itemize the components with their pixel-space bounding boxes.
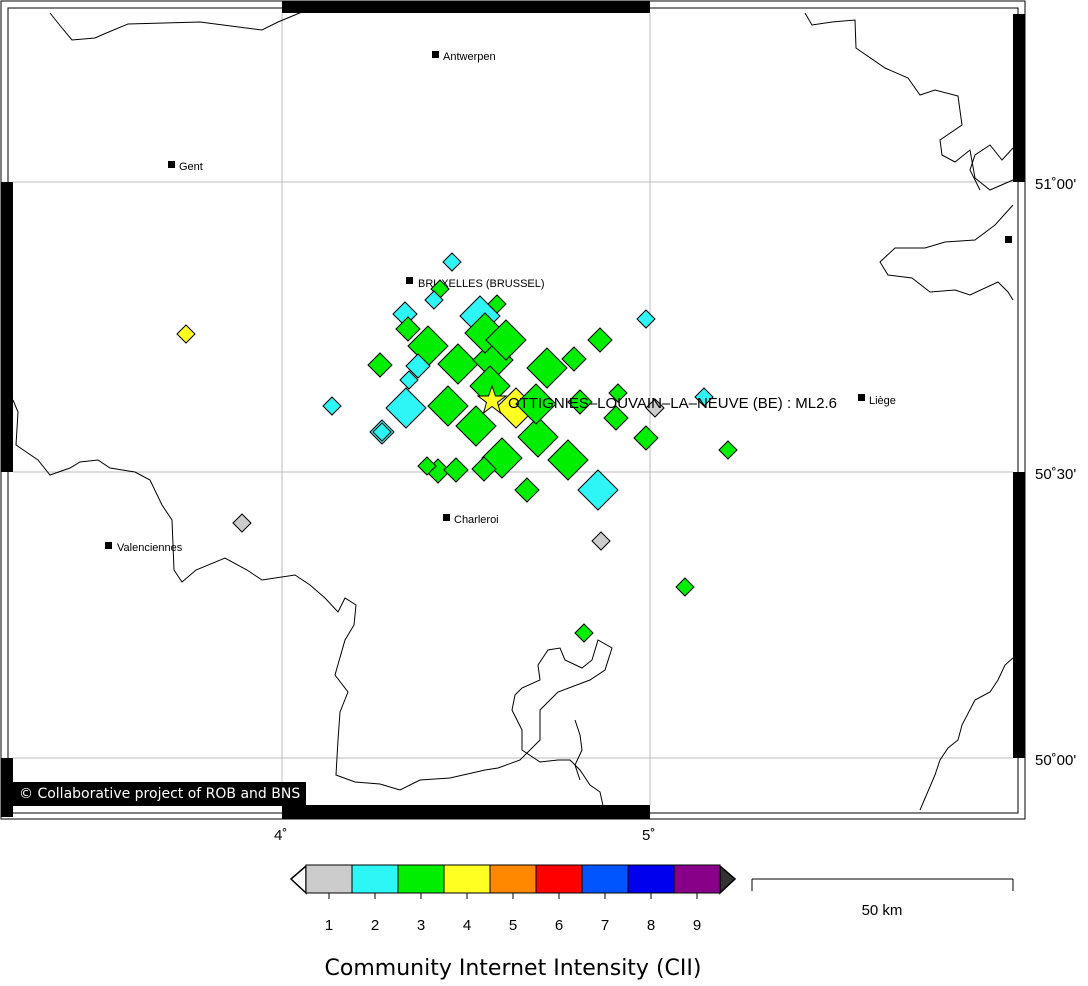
intensity-report-marker [417, 456, 437, 476]
city-marker-offmap [1005, 236, 1012, 243]
city-markers: Antwerpen Gent BRUXELLES (BRUSSEL) Charl… [105, 51, 1012, 554]
intensity-report-marker [372, 422, 392, 442]
legend-label-1: 1 [325, 917, 333, 934]
scale-bar: 50 km [751, 878, 1014, 919]
legend-label-2: 2 [371, 917, 379, 934]
intensity-report-marker [603, 405, 629, 431]
city-label-liege: Liège [869, 395, 896, 407]
city-label-bruxelles: BRUXELLES (BRUSSEL) [418, 278, 545, 290]
intensity-report-marker [526, 347, 568, 389]
intensity-report-marker [471, 456, 497, 482]
epicenter-star-icon [476, 384, 508, 415]
intensity-report-marker [367, 352, 393, 378]
legend-swatch-6 [535, 864, 583, 894]
epicenter: OTTIGNIES–LOUVAIN–LA–NEUVE (BE) : ML2.6 [476, 384, 837, 415]
intensity-report-marker [232, 513, 252, 533]
intensity-report-marker [514, 477, 540, 503]
intensity-report-marker [577, 469, 619, 511]
intensity-report-marker [718, 440, 738, 460]
city-marker [406, 277, 413, 284]
intensity-report-marker [487, 294, 507, 314]
axis-labels: 4˚ 5˚ 51˚00' 50˚30' 50˚00' [274, 176, 1076, 844]
legend-label-6: 6 [555, 917, 563, 934]
legend-label-9: 9 [693, 917, 701, 934]
intensity-legend: 1 2 3 4 5 6 7 8 9 [289, 864, 737, 934]
city-label-valenciennes: Valenciennes [117, 542, 183, 554]
intensity-report-marker [608, 383, 628, 403]
intensity-report-marker [636, 309, 656, 329]
intensity-report-marker [399, 370, 419, 390]
intensity-report-marker [442, 252, 462, 272]
intensity-report-marker [694, 387, 714, 407]
intensity-report-marker [645, 398, 665, 418]
city-marker [432, 51, 439, 58]
lat-label-50-30: 50˚30' [1035, 466, 1076, 483]
legend-swatch-7 [581, 864, 629, 894]
intensity-report-marker [633, 425, 659, 451]
lon-label-4: 4˚ [274, 827, 287, 844]
epicenter-label: OTTIGNIES–LOUVAIN–LA–NEUVE (BE) : ML2.6 [508, 395, 837, 412]
lat-label-51-00: 51˚00' [1035, 176, 1076, 193]
legend-swatch-4 [443, 864, 491, 894]
legend-swatch-5 [489, 864, 537, 894]
legend-swatch-9 [673, 864, 721, 894]
intensity-report-marker [515, 383, 557, 425]
intensity-report-marker [322, 396, 342, 416]
legend-label-8: 8 [647, 917, 655, 934]
scale-bar-label: 50 km [862, 902, 903, 919]
intensity-report-marker [547, 439, 589, 481]
city-marker [443, 514, 450, 521]
legend-right-arrow [719, 864, 737, 895]
legend-label-3: 3 [417, 917, 425, 934]
legend-label-4: 4 [463, 917, 471, 934]
legend-swatch-2 [351, 864, 399, 894]
intensity-report-marker [455, 405, 497, 447]
legend-label-5: 5 [509, 917, 517, 934]
lon-label-5: 5˚ [642, 827, 655, 844]
intensity-report-marker [176, 324, 196, 344]
city-marker [105, 542, 112, 549]
legend-swatch-1 [305, 864, 353, 894]
intensity-report-marker [437, 343, 479, 385]
legend-swatch-3 [397, 864, 445, 894]
intensity-report-marker [675, 577, 695, 597]
intensity-report-marker [395, 316, 421, 342]
legend-title: Community Internet Intensity (CII) [324, 956, 702, 981]
intensity-report-marker [567, 389, 593, 415]
city-marker [168, 161, 175, 168]
credit-banner: © Collaborative project of ROB and BNS [13, 782, 307, 806]
intensity-report-marker [574, 623, 594, 643]
city-label-antwerpen: Antwerpen [443, 51, 496, 63]
legend-left-arrow [289, 864, 307, 895]
legend-label-7: 7 [601, 917, 609, 934]
intensity-report-marker [485, 319, 527, 361]
intensity-report-marker [405, 353, 431, 379]
graticule [13, 13, 1013, 805]
intensity-report-marker [443, 457, 469, 483]
intensity-report-marker [385, 387, 427, 429]
intensity-report-marker [561, 346, 587, 372]
city-marker [858, 394, 865, 401]
country-borders [12, 11, 1014, 811]
city-label-charleroi: Charleroi [454, 514, 499, 526]
lat-label-50-00: 50˚00' [1035, 752, 1076, 769]
intensity-report-marker [424, 290, 444, 310]
intensity-report-marker [591, 531, 611, 551]
intensity-report-marker [427, 385, 469, 427]
intensity-report-marker [517, 416, 559, 458]
intensity-report-marker [587, 327, 613, 353]
reports-layer [176, 252, 738, 643]
legend-swatch-8 [627, 864, 675, 894]
city-label-gent: Gent [179, 161, 203, 173]
